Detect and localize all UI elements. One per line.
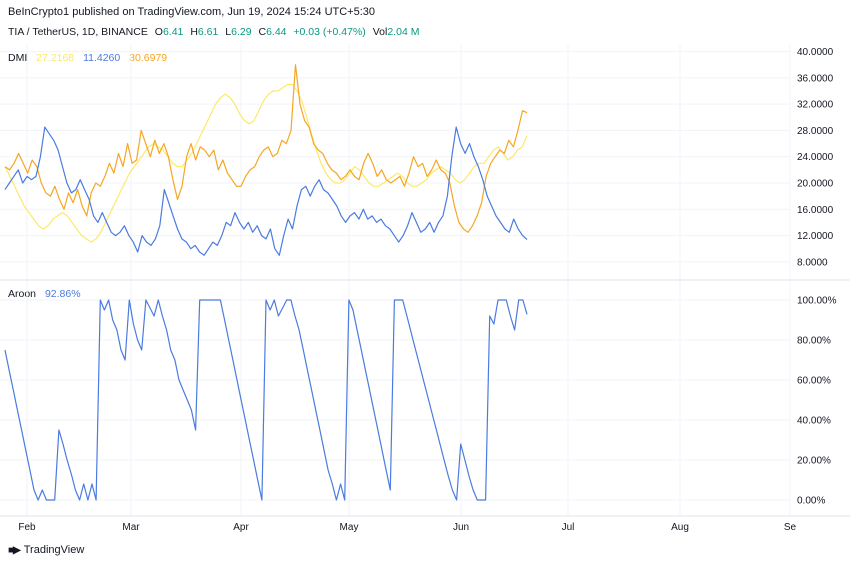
time-tick-label: Aug [671, 522, 689, 533]
open-label: O [154, 26, 163, 38]
price-tick-label: 80.00% [797, 336, 831, 347]
symbol-bar: TIA / TetherUS, 1D, BINANCE O6.41 H6.61 … [8, 26, 419, 38]
price-tick-label: 32.0000 [797, 100, 834, 111]
price-tick-label: 16.0000 [797, 205, 834, 216]
dmi-title: DMI [8, 52, 28, 64]
aroon-line [4, 299, 528, 501]
footer-brand[interactable]: ■▶ TradingView [8, 544, 84, 556]
close-value: 6.44 [266, 26, 287, 38]
time-tick-label: Se [784, 522, 797, 533]
price-tick-label: 12.0000 [797, 231, 834, 242]
price-tick-label: 24.0000 [797, 152, 834, 163]
price-tick-label: 40.00% [797, 416, 831, 427]
price-tick-label: 40.0000 [797, 47, 834, 58]
close-label: C [258, 26, 267, 38]
volume-value: 2.04 M [387, 26, 420, 38]
price-tick-label: 60.00% [797, 376, 831, 387]
price-tick-label: 20.0000 [797, 179, 834, 190]
time-tick-label: Mar [122, 522, 140, 533]
low-label: L [225, 26, 232, 38]
price-tick-label: 8.0000 [797, 257, 828, 268]
price-axis: 40.0000 36.0000 32.0000 28.0000 24.0000 20.00… [797, 47, 837, 506]
time-tick-label: Jul [562, 522, 575, 533]
aroon-title: Aroon [8, 288, 37, 300]
chart-series [4, 64, 528, 501]
tradingview-logo-icon: ■▶ [8, 544, 21, 556]
price-tick-label: 28.0000 [797, 126, 834, 137]
plus_di-line [4, 64, 528, 233]
open-value: 6.41 [162, 26, 184, 38]
change-value: +0.03 (+0.47%) [293, 26, 366, 38]
adx-line [4, 83, 528, 243]
dmi-legend[interactable]: DMI 27.2168 11.4260 30.6979 [8, 52, 173, 64]
price-tick-label: 36.0000 [797, 73, 834, 84]
price-tick-label: 100.00% [797, 296, 837, 307]
symbol-name[interactable]: TIA / TetherUS, 1D, BINANCE [8, 26, 148, 38]
high-label: H [190, 26, 198, 38]
low-value: 6.29 [231, 26, 252, 38]
publisher-line: BeInCrypto1 published on TradingView.com… [8, 6, 376, 18]
minus_di-line [4, 126, 528, 256]
brand-name: TradingView [23, 544, 85, 556]
time-tick-label: May [340, 522, 359, 533]
time-axis: Feb Mar Apr May Jun Jul Aug Se [18, 522, 796, 533]
time-tick-label: Jun [453, 522, 469, 533]
price-tick-label: 20.00% [797, 456, 831, 467]
aroon-value: 92.86% [44, 288, 81, 300]
price-tick-label: 0.00% [797, 496, 825, 507]
volume-label: Vol [372, 26, 388, 38]
adx-value: 27.2168 [36, 52, 75, 64]
plus-di-value: 30.6979 [129, 52, 168, 64]
time-tick-label: Feb [18, 522, 36, 533]
time-tick-label: Apr [233, 522, 249, 533]
high-value: 6.61 [197, 26, 219, 38]
minus-di-value: 11.4260 [83, 52, 121, 64]
aroon-legend[interactable]: Aroon 92.86% [8, 288, 87, 300]
